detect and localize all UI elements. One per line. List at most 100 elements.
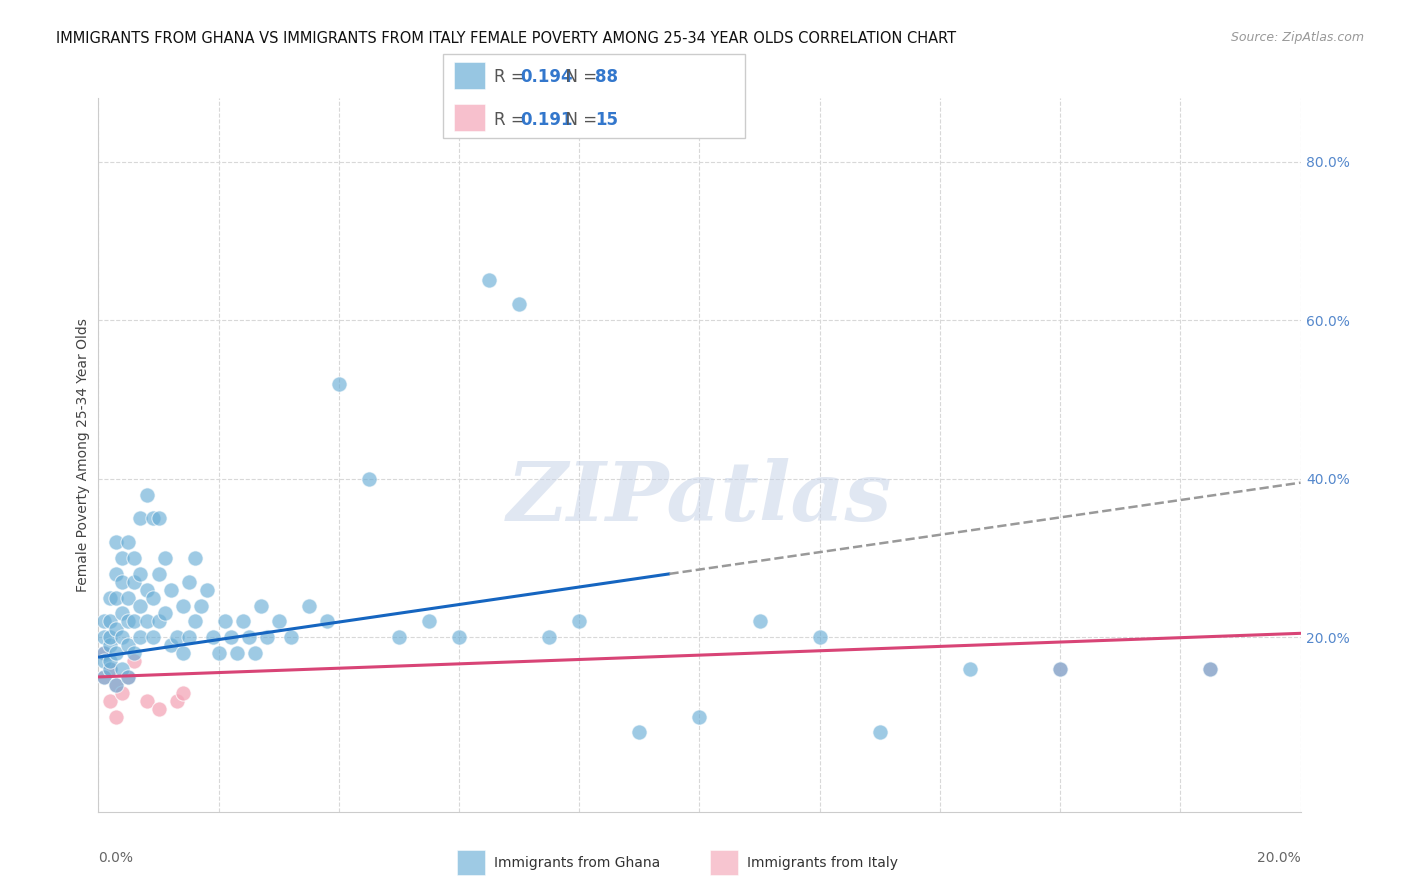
Point — [124, 654, 146, 668]
Text: N =: N = — [555, 69, 603, 87]
Point — [117, 615, 139, 629]
Point — [249, 599, 271, 613]
Point — [93, 630, 115, 644]
Point — [190, 599, 212, 613]
Point — [225, 646, 247, 660]
Point — [267, 615, 290, 629]
Point — [172, 646, 194, 660]
Point — [93, 615, 115, 629]
Point — [111, 662, 134, 676]
Point — [748, 615, 770, 629]
Point — [135, 487, 157, 501]
Point — [100, 654, 122, 668]
Point — [100, 694, 122, 708]
Point — [124, 615, 146, 629]
Point — [105, 678, 128, 692]
Text: N =: N = — [555, 111, 603, 128]
Point — [280, 630, 302, 644]
Point — [100, 615, 122, 629]
Point — [129, 599, 152, 613]
Point — [183, 615, 205, 629]
Point — [124, 574, 146, 589]
Point — [869, 725, 891, 739]
Point — [214, 615, 236, 629]
Point — [124, 646, 146, 660]
Point — [447, 630, 470, 644]
Point — [105, 566, 128, 581]
Text: 0.191: 0.191 — [520, 111, 572, 128]
Point — [148, 511, 170, 525]
Point — [1049, 662, 1071, 676]
Point — [100, 662, 122, 676]
Point — [208, 646, 231, 660]
Point — [568, 615, 591, 629]
Point — [93, 670, 115, 684]
Point — [153, 551, 176, 566]
Point — [808, 630, 831, 644]
Point — [177, 574, 200, 589]
Point — [129, 511, 152, 525]
Point — [357, 472, 380, 486]
Point — [105, 591, 128, 605]
Point — [315, 615, 337, 629]
Point — [689, 709, 711, 723]
Point — [195, 582, 218, 597]
Point — [135, 615, 157, 629]
Point — [1049, 662, 1071, 676]
Point — [135, 582, 157, 597]
Point — [1199, 662, 1222, 676]
Point — [219, 630, 242, 644]
Point — [111, 551, 134, 566]
Point — [201, 630, 224, 644]
Text: ZIPatlas: ZIPatlas — [506, 458, 893, 538]
Point — [100, 638, 122, 652]
Text: R =: R = — [494, 69, 530, 87]
Point — [508, 297, 530, 311]
Point — [238, 630, 260, 644]
Point — [141, 630, 163, 644]
Point — [298, 599, 321, 613]
Point — [166, 694, 188, 708]
Point — [172, 599, 194, 613]
Point — [177, 630, 200, 644]
Point — [141, 591, 163, 605]
Point — [135, 694, 157, 708]
Point — [93, 646, 115, 660]
Point — [256, 630, 278, 644]
Point — [959, 662, 981, 676]
Text: 20.0%: 20.0% — [1257, 851, 1301, 865]
Point — [243, 646, 266, 660]
Y-axis label: Female Poverty Among 25-34 Year Olds: Female Poverty Among 25-34 Year Olds — [76, 318, 90, 592]
Point — [166, 630, 188, 644]
Point — [117, 535, 139, 549]
Text: 15: 15 — [595, 111, 617, 128]
Point — [105, 535, 128, 549]
Point — [93, 670, 115, 684]
Point — [105, 709, 128, 723]
Point — [1199, 662, 1222, 676]
Point — [148, 615, 170, 629]
Point — [148, 566, 170, 581]
Point — [117, 670, 139, 684]
Point — [100, 662, 122, 676]
Point — [93, 654, 115, 668]
Text: Source: ZipAtlas.com: Source: ZipAtlas.com — [1230, 31, 1364, 45]
Point — [117, 670, 139, 684]
Text: 0.0%: 0.0% — [98, 851, 134, 865]
Point — [153, 607, 176, 621]
Point — [478, 273, 501, 287]
Point — [148, 701, 170, 715]
Point — [388, 630, 411, 644]
Text: 0.194: 0.194 — [520, 69, 572, 87]
Point — [183, 551, 205, 566]
Point — [172, 686, 194, 700]
Point — [93, 646, 115, 660]
Text: Immigrants from Ghana: Immigrants from Ghana — [494, 856, 659, 871]
Point — [328, 376, 350, 391]
Point — [159, 638, 181, 652]
Point — [141, 511, 163, 525]
Point — [105, 623, 128, 637]
Point — [124, 551, 146, 566]
Point — [418, 615, 440, 629]
Point — [129, 630, 152, 644]
